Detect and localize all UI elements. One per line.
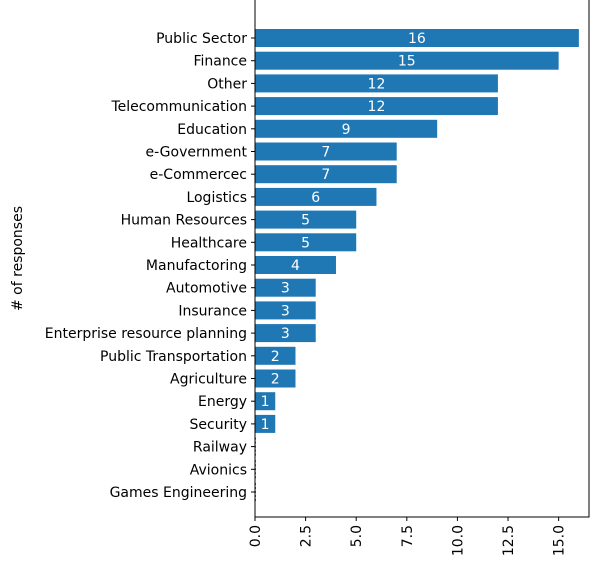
bar-education — [255, 119, 438, 138]
x-axis-ticks: 0.0 2.5 5.0 7.5 10.0 12.5 15.0 — [248, 517, 568, 556]
bar-value-label-security: 1 — [261, 417, 270, 433]
bar-value-label-automotive: 3 — [281, 281, 290, 297]
bars-group — [255, 29, 579, 501]
y-tick-label-avionics: Avionics — [190, 462, 247, 478]
bar-public-transportation — [255, 346, 296, 365]
y-tick-label-e-commercec: e-Commercec — [150, 167, 247, 183]
bar-value-label-manufactoring: 4 — [291, 258, 300, 274]
y-tick-label-energy: Energy — [198, 394, 247, 410]
y-tick-label-human-resources: Human Resources — [121, 213, 247, 229]
y-tick-label-railway: Railway — [193, 440, 247, 456]
bar-value-label-logistics: 6 — [311, 190, 320, 206]
x-tick-label: 10.0 — [450, 525, 466, 556]
y-tick-label-public-transportation: Public Transportation — [100, 349, 247, 365]
bar-value-label-e-commercec: 7 — [321, 167, 330, 183]
y-tick-label-insurance: Insurance — [178, 303, 247, 319]
y-tick-label-e-government: e-Government — [146, 145, 248, 161]
y-tick-label-healthcare: Healthcare — [171, 235, 247, 251]
bar-other — [255, 74, 498, 93]
bar-healthcare — [255, 233, 357, 252]
bar-telecommunication — [255, 97, 498, 116]
y-tick-label-manufactoring: Manufactoring — [146, 258, 247, 274]
y-tick-label-finance: Finance — [193, 54, 247, 70]
x-tick-label: 5.0 — [349, 525, 365, 547]
x-tick-label: 2.5 — [299, 525, 315, 547]
bar-value-label-public-transportation: 2 — [271, 349, 280, 365]
bar-value-label-education: 9 — [342, 122, 351, 138]
x-tick-label: 15.0 — [552, 525, 568, 556]
y-tick-label-games-engineering: Games Engineering — [110, 485, 247, 501]
bar-value-label-enterprise-resource-planning: 3 — [281, 326, 290, 342]
bar-value-label-healthcare: 5 — [301, 235, 310, 251]
y-tick-label-logistics: Logistics — [186, 190, 247, 206]
bar-value-label-insurance: 3 — [281, 303, 290, 319]
bar-value-label-e-government: 7 — [321, 145, 330, 161]
bar-enterprise-resource-planning — [255, 324, 316, 343]
y-tick-label-enterprise-resource-planning: Enterprise resource planning — [45, 326, 247, 342]
bar-value-label-public-sector: 16 — [408, 31, 426, 47]
y-tick-label-automotive: Automotive — [166, 281, 247, 297]
x-tick-label: 0.0 — [248, 525, 264, 547]
bar-value-label-finance: 15 — [398, 54, 416, 70]
bar-energy — [255, 392, 276, 411]
x-tick-label: 12.5 — [501, 525, 517, 556]
y-tick-label-telecommunication: Telecommunication — [110, 99, 247, 115]
bar-automotive — [255, 278, 316, 297]
y-tick-label-education: Education — [177, 122, 247, 138]
y-tick-label-security: Security — [190, 417, 248, 433]
bar-security — [255, 414, 276, 433]
bar-agriculture — [255, 369, 296, 388]
plot-frame — [254, 0, 590, 518]
bar-logistics — [255, 187, 377, 206]
bar-finance — [255, 51, 559, 70]
y-tick-label-other: Other — [207, 76, 247, 92]
bar-e-commercec — [255, 165, 397, 184]
bar-e-government — [255, 142, 397, 161]
bar-value-label-telecommunication: 12 — [368, 99, 386, 115]
bar-value-label-human-resources: 5 — [301, 213, 310, 229]
x-tick-label: 7.5 — [400, 525, 416, 547]
y-axis-ticks: Public Sector Finance Other Telecommunicati… — [45, 31, 255, 501]
bar-manufactoring — [255, 256, 336, 274]
bar-value-label-agriculture: 2 — [271, 372, 280, 388]
bar-human-resources — [255, 210, 357, 229]
y-tick-label-agriculture: Agriculture — [170, 372, 247, 388]
bar-value-label-energy: 1 — [261, 394, 270, 410]
y-tick-label-public-sector: Public Sector — [156, 31, 247, 47]
y-axis-label: # of responses — [10, 206, 26, 311]
bar-value-label-other: 12 — [368, 76, 386, 92]
bar-public-sector — [255, 29, 579, 47]
bar-insurance — [255, 301, 316, 320]
